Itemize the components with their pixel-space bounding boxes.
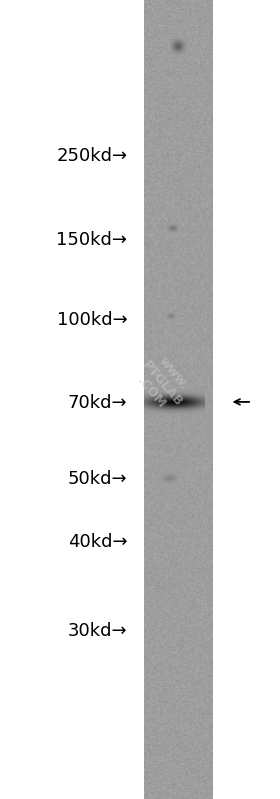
Text: 100kd→: 100kd→ <box>57 311 127 328</box>
Text: 40kd→: 40kd→ <box>68 533 127 551</box>
Text: 50kd→: 50kd→ <box>68 471 127 488</box>
Text: 150kd→: 150kd→ <box>56 231 127 248</box>
Text: 250kd→: 250kd→ <box>56 147 127 165</box>
Text: 30kd→: 30kd→ <box>68 622 127 640</box>
Text: www.
PTGLAB
.COM: www. PTGLAB .COM <box>128 348 197 419</box>
Text: 70kd→: 70kd→ <box>68 395 127 412</box>
